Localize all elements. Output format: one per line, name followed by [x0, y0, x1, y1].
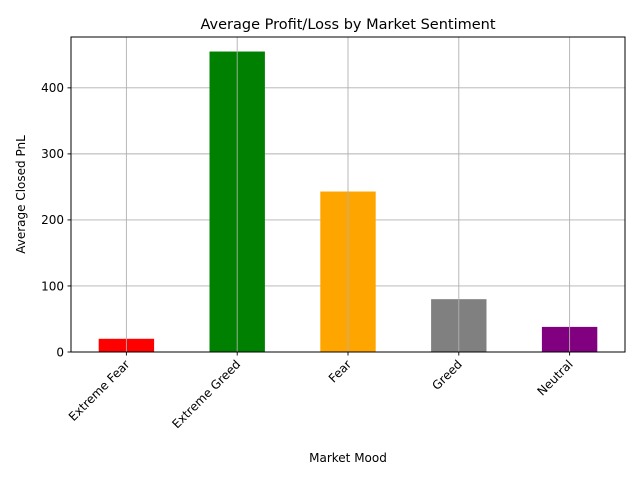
y-tick-label: 400 — [41, 81, 64, 95]
x-axis-label: Market Mood — [309, 451, 387, 465]
y-axis-ticks: 0 100 200 300 400 — [41, 81, 71, 359]
y-tick-label: 300 — [41, 147, 64, 161]
y-tick-label: 200 — [41, 213, 64, 227]
y-tick-label: 100 — [41, 279, 64, 293]
chart-title: Average Profit/Loss by Market Sentiment — [200, 17, 495, 33]
y-tick-label: 0 — [56, 345, 64, 359]
bars — [98, 37, 598, 353]
y-axis-label: Average Closed PnL — [14, 135, 28, 254]
